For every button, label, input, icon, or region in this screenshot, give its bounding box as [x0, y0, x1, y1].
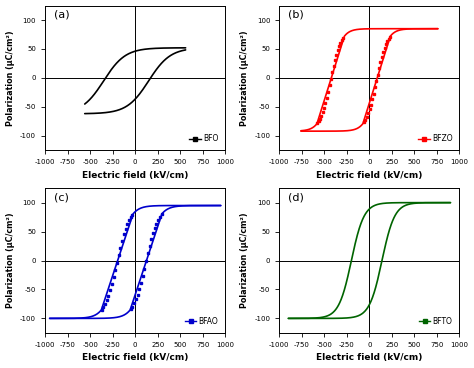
Text: (d): (d)	[288, 192, 304, 202]
Legend: BFZO: BFZO	[415, 131, 456, 146]
X-axis label: Electric field (kV/cm): Electric field (kV/cm)	[316, 353, 423, 362]
Y-axis label: Polarization (μC/cm²): Polarization (μC/cm²)	[240, 30, 249, 126]
Y-axis label: Polarization (μC/cm²): Polarization (μC/cm²)	[6, 213, 15, 308]
Text: (c): (c)	[54, 192, 69, 202]
Y-axis label: Polarization (μC/cm²): Polarization (μC/cm²)	[6, 30, 15, 126]
X-axis label: Electric field (kV/cm): Electric field (kV/cm)	[82, 353, 188, 362]
Legend: BFTO: BFTO	[416, 314, 456, 329]
Legend: BFAO: BFAO	[182, 314, 221, 329]
Text: (b): (b)	[288, 10, 304, 20]
Y-axis label: Polarization (μC/cm²): Polarization (μC/cm²)	[240, 213, 249, 308]
X-axis label: Electric field (kV/cm): Electric field (kV/cm)	[82, 171, 188, 180]
X-axis label: Electric field (kV/cm): Electric field (kV/cm)	[316, 171, 423, 180]
Text: (a): (a)	[54, 10, 70, 20]
Legend: BFO: BFO	[186, 131, 221, 146]
